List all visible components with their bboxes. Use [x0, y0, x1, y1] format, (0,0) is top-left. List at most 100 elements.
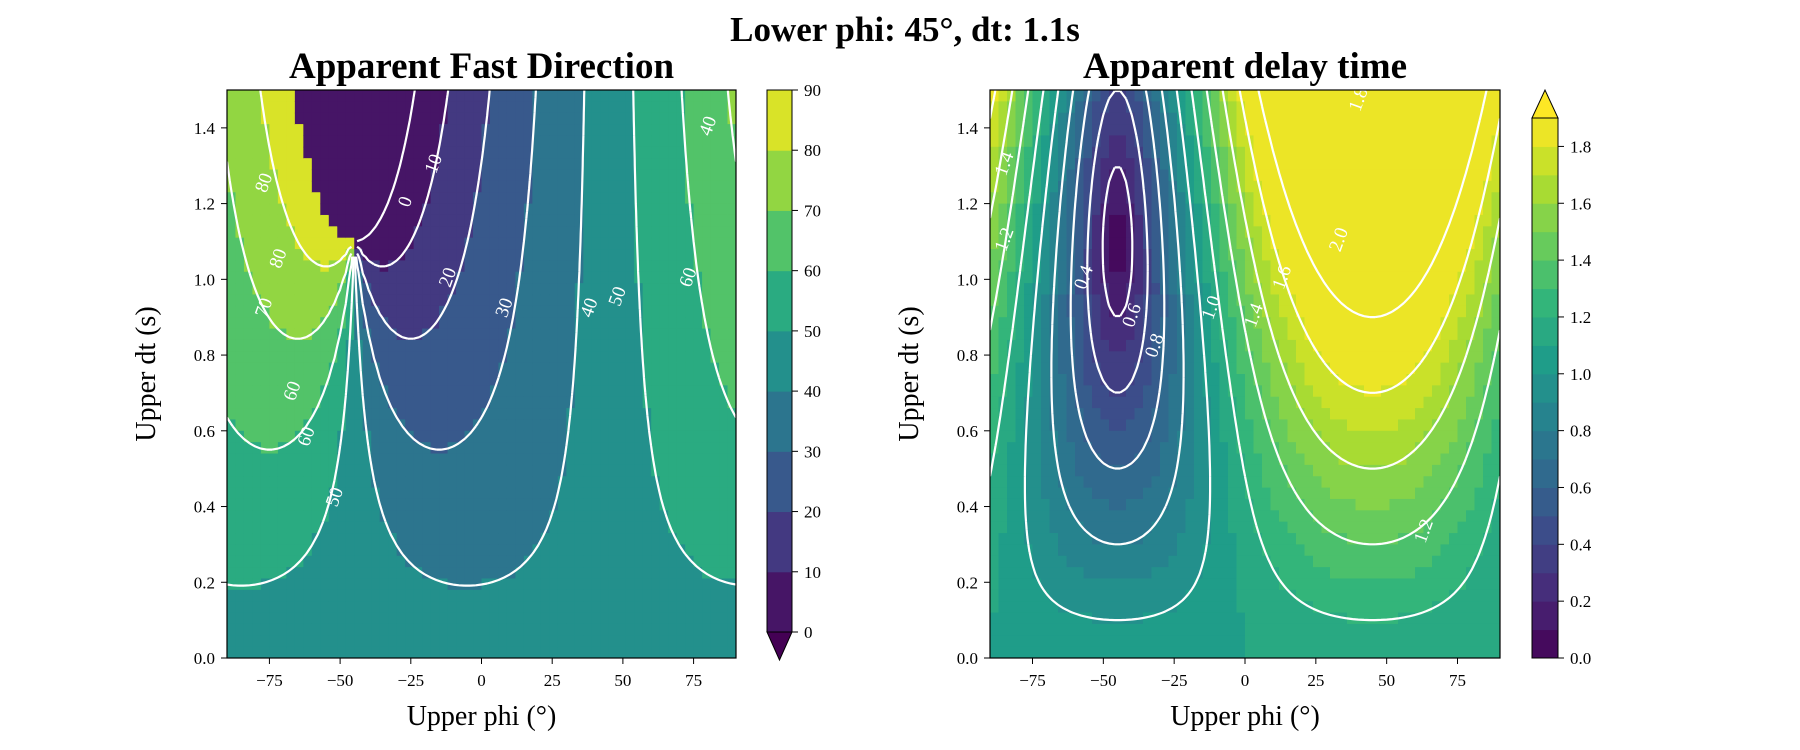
- contour-cell: [1177, 226, 1187, 239]
- contour-cell: [574, 112, 584, 125]
- contour-cell: [668, 249, 678, 261]
- contour-cell: [1279, 521, 1289, 534]
- contour-cell: [354, 521, 364, 534]
- contour-cell: [676, 362, 686, 375]
- contour-cell: [523, 362, 533, 375]
- contour-cell: [286, 442, 296, 455]
- contour-cell: [430, 544, 440, 557]
- contour-cell: [659, 612, 669, 625]
- contour-cell: [388, 646, 398, 658]
- contour-cell: [337, 260, 347, 273]
- contour-cell: [1100, 476, 1110, 489]
- contour-cell: [1151, 589, 1161, 602]
- contour-cell: [294, 442, 304, 455]
- contour-cell: [566, 544, 576, 557]
- contour-cell: [685, 442, 695, 455]
- contour-cell: [379, 362, 389, 375]
- contour-cell: [1134, 169, 1144, 182]
- contour-cell: [320, 476, 330, 489]
- contour-cell: [1134, 385, 1144, 398]
- contour-cell: [269, 430, 279, 443]
- contour-cell: [727, 317, 736, 330]
- contour-cell: [719, 498, 729, 511]
- contour-cell: [345, 112, 355, 125]
- contour-cell: [311, 555, 321, 568]
- contour-cell: [1262, 396, 1272, 409]
- contour-cell: [337, 101, 347, 114]
- contour-cell: [447, 453, 457, 466]
- contour-cell: [566, 385, 576, 398]
- contour-cell: [320, 567, 330, 580]
- contour-cell: [617, 374, 627, 386]
- contour-cell: [1134, 464, 1144, 477]
- contour-cell: [243, 112, 254, 125]
- contour-cell: [498, 260, 508, 273]
- contour-cell: [1041, 385, 1051, 398]
- contour-cell: [1245, 271, 1255, 284]
- contour-cell: [1160, 408, 1170, 421]
- contour-cell: [1032, 169, 1042, 182]
- contour-cell: [515, 351, 525, 364]
- contour-cell: [1287, 169, 1297, 182]
- contour-cell: [702, 260, 712, 273]
- contour-cell: [625, 419, 635, 432]
- contour-cell: [1296, 124, 1306, 137]
- contour-cell: [481, 328, 491, 341]
- contour-cell: [583, 396, 593, 409]
- contour-cell: [413, 567, 423, 580]
- contour-cell: [549, 90, 559, 102]
- contour-line: [227, 90, 736, 587]
- contour-cell: [252, 271, 262, 284]
- contour-cell: [1262, 601, 1272, 614]
- contour-cell: [1083, 567, 1093, 580]
- contour-cell: [608, 635, 618, 648]
- x-tick-label: 50: [614, 671, 631, 690]
- contour-cell: [396, 374, 406, 386]
- contour-cell: [1024, 260, 1034, 273]
- contour-cell: [498, 249, 508, 261]
- contour-cell: [489, 589, 500, 602]
- contour-cell: [1100, 260, 1110, 273]
- contour-cell: [1024, 351, 1034, 364]
- contour-cell: [566, 635, 576, 648]
- contour-cell: [1015, 328, 1025, 341]
- contour-cell: [540, 601, 550, 614]
- contour-cell: [642, 294, 652, 307]
- contour-cell: [540, 521, 550, 534]
- contour-cell: [625, 169, 635, 182]
- contour-cell: [1211, 555, 1221, 568]
- contour-cell: [320, 249, 330, 261]
- contour-cell: [1143, 612, 1153, 625]
- contour-cell: [1041, 158, 1051, 171]
- contour-cell: [608, 567, 618, 580]
- contour-cell: [549, 442, 559, 455]
- contour-cell: [710, 442, 720, 455]
- contour-cell: [617, 464, 627, 477]
- contour-cell: [1049, 101, 1059, 114]
- contour-cell: [328, 180, 338, 193]
- contour-cell: [515, 487, 525, 500]
- contour-cell: [1185, 305, 1195, 318]
- contour-cell: [591, 623, 601, 636]
- contour-cell: [557, 294, 567, 307]
- contour-cell: [727, 646, 736, 658]
- contour-cell: [532, 623, 542, 636]
- contour-cell: [243, 124, 254, 137]
- contour-cell: [405, 567, 415, 580]
- contour-cell: [574, 101, 584, 114]
- contour-cell: [1262, 260, 1272, 273]
- contour-cell: [1236, 226, 1246, 239]
- contour-cell: [439, 351, 449, 364]
- contour-cell: [608, 555, 618, 568]
- contour-cell: [1219, 271, 1229, 284]
- contour-cell: [1211, 283, 1221, 296]
- contour-cell: [1211, 544, 1221, 557]
- contour-cell: [456, 101, 466, 114]
- contour-cell: [1041, 90, 1051, 102]
- contour-cell: [464, 396, 474, 409]
- contour-cell: [371, 124, 381, 137]
- contour-cell: [566, 589, 576, 602]
- contour-cell: [651, 453, 661, 466]
- contour-cell: [1270, 283, 1280, 296]
- contour-cell: [1211, 135, 1221, 148]
